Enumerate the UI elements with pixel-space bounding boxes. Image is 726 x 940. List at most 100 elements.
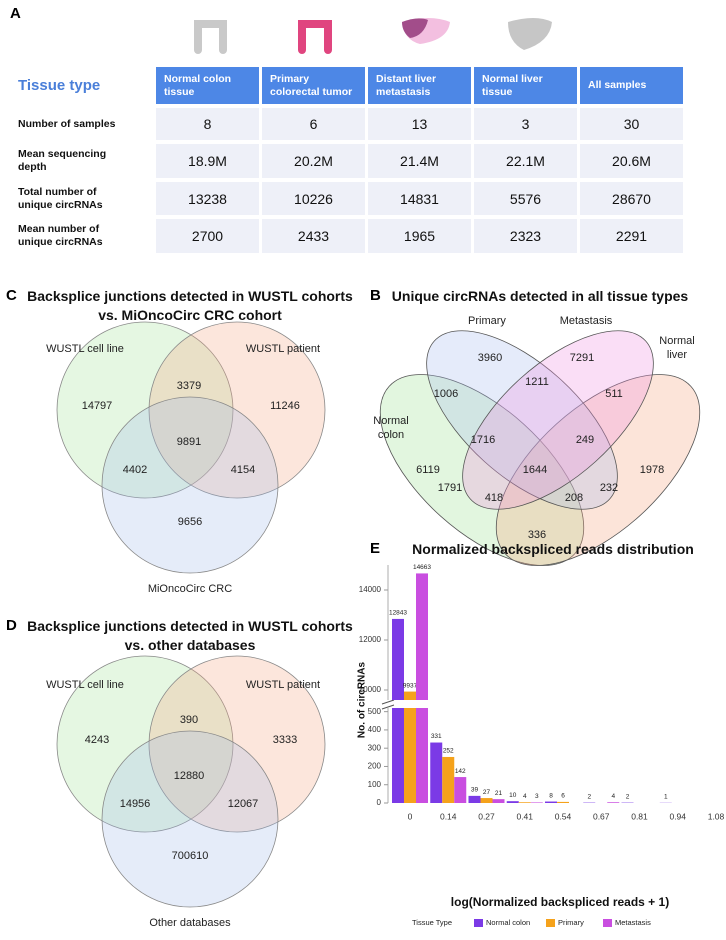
set-label: MiOncoCirc CRC [147,583,233,595]
data-label: 10 [509,792,517,799]
venn-set [101,730,279,908]
panel-label: D [6,617,17,634]
table-cell: 2433 [262,219,365,253]
bar [430,742,443,803]
row-label: Number of samples [18,117,116,130]
venn-b [379,330,701,566]
set-label: WUSTL patient [245,343,321,355]
legend-swatch [546,919,555,927]
panel-label: A [10,5,21,22]
set-label: Normal colon [373,415,409,441]
table-cell: 20.2M [262,144,365,178]
data-label: 4 [523,793,527,800]
bar [392,618,404,700]
table-header: Normal colon tissue [156,67,259,104]
legend-label: Metastasis [615,918,651,927]
legend-swatch [603,919,612,927]
panel-label: C [6,287,17,304]
region-count: 1716 [471,434,495,446]
table-cell: 20.6M [580,144,683,178]
table-cell: 18.9M [156,144,259,178]
venn-set [148,655,326,833]
x-tick-label: 0.81 [631,811,648,821]
bar [607,802,620,803]
x-tick-label: 0.54 [555,811,572,821]
table-header: Distant liver metastasis [368,67,471,104]
table-cell: 21.4M [368,144,471,178]
bar [506,801,519,803]
set-label: Other databases [149,917,231,929]
venn-title: Backsplice junctions detected in WUSTL c… [27,288,353,323]
table-cell: 30 [580,108,683,140]
bar [404,708,416,803]
data-label: 12843 [389,610,407,617]
set-label: WUSTL patient [245,679,321,691]
bar-chart: 0 100 200 300 400 500 10000 12000 14000 0 0.14 0.27… [357,564,725,927]
table-cell: 6 [262,108,365,140]
liver-icon [508,18,552,50]
region-count: 1644 [523,464,547,476]
venn-set [379,374,585,566]
venn-set [426,330,618,510]
bar [530,802,543,803]
legend-label: Normal colon [486,918,530,927]
region-count: 1791 [438,482,462,494]
data-label: 3 [535,793,539,800]
y-tick-label: 10000 [359,685,382,694]
venn-set [101,396,279,574]
table-cell: 22.1M [474,144,577,178]
table-cell: 2291 [580,219,683,253]
region-count: 7291 [570,352,594,364]
venn-d [56,655,326,908]
table-header: Primary colorectal tumor [262,67,365,104]
data-label: 8 [549,792,553,799]
region-count: 3333 [273,734,297,746]
data-label: 21 [495,790,503,797]
region-count: 511 [605,388,623,400]
bar [416,573,428,700]
bar [492,799,505,803]
x-tick-label: 0.14 [440,811,457,821]
y-axis-title: No. of circRNAs [357,662,368,739]
region-count: 3960 [478,352,502,364]
bar [557,801,569,803]
colon-icon [194,20,227,54]
table-cell: 13 [368,108,471,140]
region-count: 4154 [231,464,255,476]
region-count: 232 [600,482,618,494]
table-cell: 1965 [368,219,471,253]
x-tick-label: 0.41 [516,811,533,821]
data-label: 4 [611,793,615,800]
legend-label: Primary [558,918,584,927]
y-tick-label: 400 [368,725,382,734]
table-cell: 13238 [156,182,259,215]
chart-title: Normalized backspliced reads distributio… [412,541,694,557]
bar [442,756,455,803]
venn-set [462,330,654,510]
row-label: Mean sequencing depth [18,148,107,173]
venn-set [56,321,234,499]
bar [545,801,557,803]
region-count: 390 [180,714,198,726]
bar [518,802,531,803]
data-label: 331 [431,733,442,740]
set-label: Primary [468,315,506,327]
x-tick-label: 1.08 [708,811,725,821]
region-count: 4402 [123,464,147,476]
x-tick-label: 0.27 [478,811,495,821]
y-tick-label: 100 [368,780,382,789]
region-count: 249 [576,434,594,446]
panel-label: E [370,540,381,557]
y-tick-label: 500 [368,707,382,716]
region-count: 3379 [177,380,201,392]
table-cell: 5576 [474,182,577,215]
venn-set [495,374,701,566]
venn-set [148,321,326,499]
region-count: 12067 [228,798,259,810]
y-tick-label: 300 [368,743,382,752]
axis-break [381,699,395,710]
region-count: 14797 [82,400,113,412]
bar [480,798,493,803]
